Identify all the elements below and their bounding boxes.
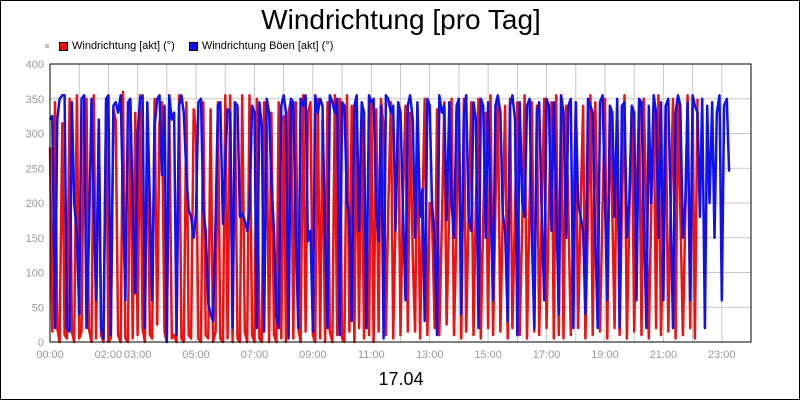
x-tick-label: 15:00 [474,349,502,361]
x-tick-label: 07:00 [241,349,269,361]
y-tick-label: 100 [26,268,44,280]
legend-swatch-blue [188,41,198,51]
y-tick-label: 300 [26,129,44,141]
y-tick-label: 200 [26,198,44,210]
x-tick-label: 23:00 [708,349,736,361]
x-tick-label: 11:00 [358,349,385,361]
chart-title: Windrichtung [pro Tag] [261,4,541,35]
y-tick-label: 50 [32,302,44,314]
legend-item-boeen: Windrichtung Böen [akt] (°) [188,40,334,52]
y-tick-label: 350 [26,94,44,106]
x-axis-label: 17.04 [378,369,424,389]
x-tick-label: 05:00 [182,349,210,361]
x-tick-label: 19:00 [591,349,619,361]
x-tick-label: 00:00 [36,349,64,361]
legend-marker-dot [45,44,49,48]
x-tick-label: 17:00 [533,349,561,361]
plot-border [49,63,752,343]
y-tick-label: 150 [26,233,44,245]
legend: Windrichtung [akt] (°) Windrichtung Böen… [45,39,347,53]
legend-swatch-red [59,41,68,51]
series-line-boeen [48,94,731,344]
x-tick-label: 03:00 [124,349,152,361]
y-tick-label: 250 [26,163,44,175]
y-tick-label: 400 [26,59,44,71]
x-tick-label: 21:00 [650,349,678,361]
legend-label-boeen: Windrichtung Böen [akt] (°) [201,40,334,52]
x-tick-label: 09:00 [299,349,327,361]
legend-label-windrichtung: Windrichtung [akt] (°) [72,40,175,52]
legend-item-windrichtung: Windrichtung [akt] (°) [59,40,175,52]
x-tick-label: 13:00 [416,349,444,361]
y-tick-label: 0 [38,337,44,349]
x-tick-label: 02:00 [95,349,123,361]
